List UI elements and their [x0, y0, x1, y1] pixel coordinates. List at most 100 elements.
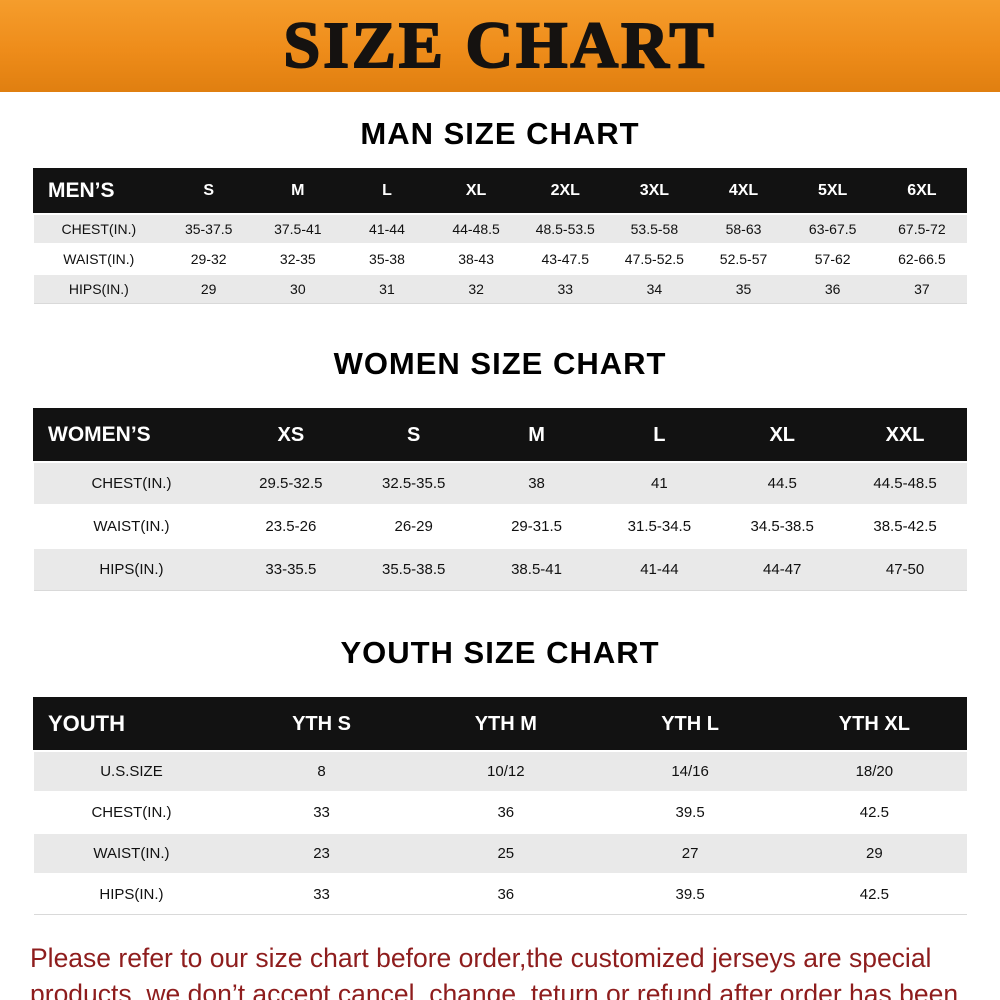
table-header-row: MEN’S S M L XL 2XL 3XL 4XL 5XL 6XL [33, 168, 968, 215]
size-column-header: L [597, 408, 722, 463]
size-value-cell: 31 [342, 273, 432, 304]
size-value-cell: 34 [609, 273, 699, 304]
page-title: SIZE CHART [283, 8, 717, 83]
table-row: WAIST(IN.) 23 25 27 29 [33, 832, 967, 875]
size-value-cell: 35.5-38.5 [352, 547, 476, 591]
size-column-header: YTH XL [781, 697, 968, 752]
table-title-cell: MEN’S [33, 168, 165, 215]
size-column-header: M [474, 408, 599, 463]
size-value-cell: 58-63 [698, 213, 789, 245]
size-column-header: XS [228, 408, 353, 463]
size-value-cell: 23 [229, 832, 414, 875]
table-row: HIPS(IN.) 29 30 31 32 33 34 35 36 37 [33, 273, 967, 304]
size-value-cell: 27 [597, 832, 783, 875]
size-value-cell: 53.5-58 [609, 213, 699, 245]
row-label-cell: WAIST(IN.) [33, 504, 230, 549]
size-value-cell: 34.5-38.5 [720, 504, 844, 549]
size-value-cell: 32 [431, 273, 521, 304]
table-row: CHEST(IN.) 29.5-32.5 32.5-35.5 38 41 44.5 44.5… [33, 461, 967, 506]
size-value-cell: 32-35 [253, 243, 343, 275]
size-column-header: S [351, 408, 476, 463]
size-value-cell: 37.5-41 [253, 213, 343, 245]
table-row: WAIST(IN.) 29-32 32-35 35-38 38-43 43-47.5 47.… [33, 243, 967, 275]
table-row: CHEST(IN.) 35-37.5 37.5-41 41-44 44-48.5 48.5… [33, 213, 967, 245]
size-value-cell: 36 [413, 791, 598, 834]
size-value-cell: 47-50 [843, 547, 967, 591]
size-value-cell: 44-47 [720, 547, 844, 591]
size-value-cell: 35-38 [342, 243, 432, 275]
size-value-cell: 42.5 [782, 791, 967, 834]
table-row: HIPS(IN.) 33-35.5 35.5-38.5 38.5-41 41-44 44-… [33, 547, 967, 591]
size-column-header: M [252, 168, 343, 215]
table-row: U.S.SIZE 8 10/12 14/16 18/20 [33, 750, 967, 793]
row-label-cell: HIPS(IN.) [33, 873, 230, 915]
row-label-cell: HIPS(IN.) [33, 273, 165, 304]
size-value-cell: 33 [229, 791, 414, 834]
row-label-cell: U.S.SIZE [33, 750, 230, 793]
size-column-header: L [341, 168, 433, 215]
row-label-cell: HIPS(IN.) [33, 547, 230, 591]
size-column-header: 2XL [520, 168, 611, 215]
size-value-cell: 37 [877, 273, 967, 304]
table-row: CHEST(IN.) 33 36 39.5 42.5 [33, 791, 967, 834]
size-value-cell: 35 [698, 273, 789, 304]
size-value-cell: 41-44 [342, 213, 432, 245]
row-label-cell: CHEST(IN.) [33, 461, 230, 506]
size-value-cell: 38.5-42.5 [843, 504, 967, 549]
order-policy-note: Please refer to our size chart before or… [30, 943, 959, 1000]
table-row: HIPS(IN.) 33 36 39.5 42.5 [33, 873, 967, 915]
women-size-table: WOMEN’S XS S M L XL XXL CHEST(IN.) 29.5-32.5 32.5… [33, 408, 967, 591]
size-value-cell: 41-44 [597, 547, 721, 591]
size-value-cell: 18/20 [782, 750, 967, 793]
size-column-header: XL [431, 168, 522, 215]
size-column-header: YTH L [597, 697, 783, 752]
table-header-row: YOUTH YTH S YTH M YTH L YTH XL [33, 697, 968, 752]
size-value-cell: 42.5 [782, 873, 967, 915]
size-value-cell: 44-48.5 [431, 213, 521, 245]
size-column-header: XXL [843, 408, 967, 463]
women-section-heading: WOMEN SIZE CHART [333, 346, 667, 381]
size-value-cell: 29 [782, 832, 967, 875]
size-column-header: YTH M [413, 697, 599, 752]
size-value-cell: 43-47.5 [520, 243, 610, 275]
size-column-header: YTH S [228, 697, 415, 752]
size-column-header: 5XL [787, 168, 878, 215]
size-value-cell: 29-32 [164, 243, 254, 275]
size-value-cell: 52.5-57 [698, 243, 789, 275]
row-label-cell: WAIST(IN.) [33, 243, 165, 275]
size-value-cell: 36 [788, 273, 878, 304]
size-column-header: 6XL [876, 168, 968, 215]
size-value-cell: 47.5-52.5 [609, 243, 699, 275]
size-value-cell: 39.5 [597, 873, 783, 915]
size-value-cell: 32.5-35.5 [352, 461, 476, 506]
size-column-header: 3XL [609, 168, 700, 215]
size-value-cell: 33 [520, 273, 610, 304]
size-value-cell: 31.5-34.5 [597, 504, 721, 549]
size-value-cell: 35-37.5 [164, 213, 254, 245]
size-value-cell: 8 [229, 750, 414, 793]
size-value-cell: 41 [597, 461, 721, 506]
men-section-heading: MAN SIZE CHART [360, 116, 640, 151]
table-title-cell: YOUTH [33, 697, 230, 752]
men-size-table: MEN’S S M L XL 2XL 3XL 4XL 5XL 6XL CHEST(IN.) 35-37… [33, 168, 968, 304]
size-value-cell: 29-31.5 [475, 504, 598, 549]
youth-section-heading: YOUTH SIZE CHART [340, 635, 660, 670]
size-value-cell: 63-67.5 [788, 213, 878, 245]
size-column-header: S [163, 168, 254, 215]
youth-size-table: YOUTH YTH S YTH M YTH L YTH XL U.S.SIZE 8 10/12… [33, 697, 968, 915]
size-value-cell: 33 [229, 873, 414, 915]
orange-banner: SIZE CHART [0, 0, 1000, 92]
size-value-cell: 29 [164, 273, 254, 304]
size-value-cell: 57-62 [788, 243, 878, 275]
size-value-cell: 38.5-41 [475, 547, 598, 591]
row-label-cell: WAIST(IN.) [33, 832, 230, 875]
size-value-cell: 25 [413, 832, 598, 875]
size-value-cell: 62-66.5 [877, 243, 967, 275]
size-value-cell: 30 [253, 273, 343, 304]
row-label-cell: CHEST(IN.) [33, 791, 230, 834]
size-value-cell: 38-43 [431, 243, 521, 275]
table-header-row: WOMEN’S XS S M L XL XXL [33, 408, 967, 463]
size-value-cell: 23.5-26 [229, 504, 353, 549]
size-value-cell: 48.5-53.5 [520, 213, 610, 245]
